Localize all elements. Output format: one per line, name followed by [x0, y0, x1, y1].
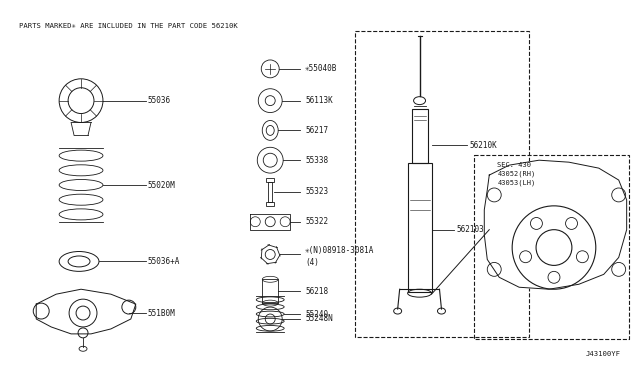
Text: 55240: 55240 — [305, 310, 328, 318]
Polygon shape — [484, 160, 627, 289]
Bar — [266, 178, 274, 182]
Bar — [262, 279, 278, 303]
Bar — [268, 182, 272, 202]
Text: ✳55040B: ✳55040B — [305, 64, 337, 73]
Text: 56217: 56217 — [305, 126, 328, 135]
Text: 562103: 562103 — [456, 225, 484, 234]
Text: 55020M: 55020M — [148, 180, 175, 189]
Text: PARTS MARKED✳ ARE INCLUDED IN THE PART CODE 56210K: PARTS MARKED✳ ARE INCLUDED IN THE PART C… — [19, 23, 238, 29]
Text: 55323: 55323 — [305, 187, 328, 196]
Text: (4): (4) — [305, 258, 319, 267]
Text: 55036: 55036 — [148, 96, 171, 105]
Text: 55036+A: 55036+A — [148, 257, 180, 266]
Text: 56218: 56218 — [305, 287, 328, 296]
Bar — [408, 163, 431, 292]
Text: J43100YF: J43100YF — [586, 351, 621, 357]
Bar — [412, 109, 428, 163]
Text: 551B0M: 551B0M — [148, 308, 175, 318]
Bar — [474, 155, 628, 339]
Text: ✳(N)08918-3081A: ✳(N)08918-3081A — [305, 246, 374, 255]
Text: SEC. 430
43052(RH)
43053(LH): SEC. 430 43052(RH) 43053(LH) — [497, 162, 536, 186]
Text: 55322: 55322 — [305, 217, 328, 226]
Bar — [355, 31, 529, 337]
Bar — [266, 202, 274, 206]
Text: 56210K: 56210K — [469, 141, 497, 150]
Text: 56113K: 56113K — [305, 96, 333, 105]
Text: 55248N: 55248N — [305, 314, 333, 324]
Text: 55338: 55338 — [305, 156, 328, 165]
Polygon shape — [36, 289, 136, 334]
